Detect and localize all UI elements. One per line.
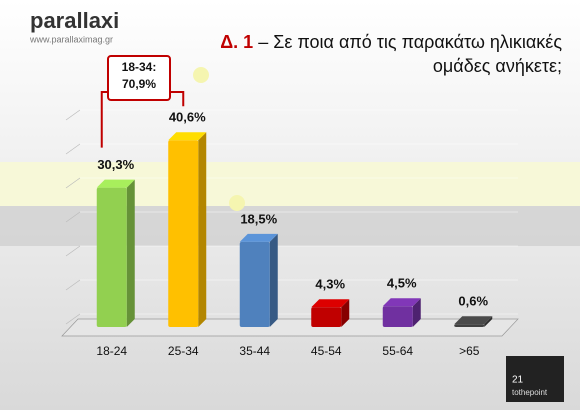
wall-line [65, 313, 81, 325]
x-tick-label: 55-64 [382, 344, 413, 358]
title-text: – Σε ποια από τις παρακάτω ηλικιακές ομά… [258, 32, 562, 76]
bar-front [96, 187, 127, 327]
bar [168, 132, 207, 327]
bar-top [168, 132, 207, 141]
bar-side [412, 298, 421, 327]
wall-line [65, 279, 81, 291]
bar [382, 298, 421, 327]
x-tick-label: 45-54 [311, 344, 342, 358]
value-label: 40,6% [169, 110, 206, 125]
value-label: 18,5% [240, 211, 277, 226]
bar [454, 316, 493, 327]
annotation-box [107, 55, 171, 101]
annotation-text: 70,9% [122, 77, 156, 91]
logo-url: www.parallaximag.gr [29, 34, 113, 44]
bar-side [484, 316, 493, 327]
bar-top [239, 233, 278, 242]
band [0, 162, 580, 206]
bar-top [96, 179, 135, 188]
bar-front [168, 140, 199, 327]
footer-logo: tothepoint [512, 388, 548, 397]
footer-box [506, 356, 564, 402]
logo: parallaxi [30, 8, 119, 33]
wall-line [65, 177, 81, 189]
bar-side [269, 233, 278, 327]
wall-line [65, 143, 81, 155]
decor-dot [229, 195, 245, 211]
back-wall [65, 109, 518, 325]
x-tick-label: 35-44 [239, 344, 270, 358]
wall-line [65, 211, 81, 223]
bar [311, 299, 350, 327]
decor-dot [193, 67, 209, 83]
bar-top [454, 316, 493, 325]
x-tick-label: >65 [459, 344, 480, 358]
title-prefix: Δ. 1 [220, 32, 254, 52]
bar-side [341, 299, 350, 327]
value-label: 30,3% [97, 157, 134, 172]
bar-front [239, 241, 270, 327]
value-label: 4,5% [387, 276, 417, 291]
value-label: 4,3% [315, 277, 345, 292]
bar-top [382, 298, 421, 307]
bar-front [382, 306, 413, 327]
bar-front [454, 324, 485, 327]
bar-top [311, 299, 350, 308]
wall-line [65, 109, 81, 121]
bar-side [126, 179, 135, 327]
chart-title: Δ. 1 – Σε ποια από τις παρακάτω ηλικιακέ… [182, 30, 562, 78]
annotation-text: 18-34: [122, 60, 157, 74]
value-label: 0,6% [458, 294, 488, 309]
x-tick-label: 25-34 [168, 344, 199, 358]
bar-side [198, 132, 207, 327]
band [0, 206, 580, 246]
page-number: 21 [512, 375, 524, 386]
bar [239, 233, 278, 327]
bar [96, 179, 135, 327]
x-tick-label: 18-24 [96, 344, 127, 358]
bar-front [311, 307, 342, 327]
wall-line [65, 245, 81, 257]
